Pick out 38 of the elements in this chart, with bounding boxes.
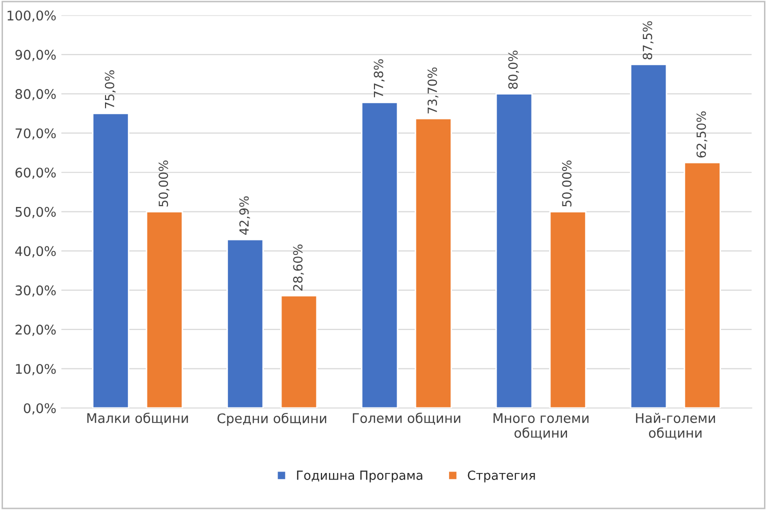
data-label: 62,50% [696,111,708,158]
bar [360,102,398,408]
y-tick-label: 50,0% [16,206,56,218]
x-tick-label: Средни общини [217,412,326,426]
bar [92,112,130,408]
x-tick-label: Най-големи общини [636,412,715,440]
data-label: 77,8% [374,59,385,98]
x-tick-label: Много големи общини [494,413,588,440]
data-label: 87,5% [642,21,654,60]
data-label: 42,9% [239,196,250,235]
bar [280,294,318,408]
bar [414,118,452,408]
y-tick-label: 10,0% [16,364,56,376]
y-tick-label: 100,0% [8,10,56,22]
bar [549,210,587,408]
bar [630,64,668,408]
data-label: 73,70% [428,67,438,114]
data-label: 50,00% [562,160,573,207]
y-tick-label: 30,0% [16,285,56,297]
y-tick-label: 70,0% [16,128,56,140]
legend-label: Годишна Програма [297,470,422,482]
y-tick-label: 40,0% [15,246,56,258]
y-tick-label: 60,0% [16,168,56,179]
bar [226,238,264,408]
data-label: 50,00% [158,160,170,207]
x-tick-label: Малки общини [87,412,188,425]
y-tick-label: 80,0% [15,89,56,100]
bar [495,93,533,408]
data-label: 75,0% [104,70,116,108]
data-label: 28,60% [293,244,304,291]
bar [684,162,721,408]
legend-label: Стратегия [468,470,535,482]
x-tick-label: Големи общини [352,412,460,425]
y-tick-label: 0,0% [24,403,56,415]
y-tick-label: 90,0% [15,50,56,62]
y-tick-label: 20,0% [16,324,56,336]
data-label: 80,0% [508,50,519,89]
bar [146,210,184,408]
